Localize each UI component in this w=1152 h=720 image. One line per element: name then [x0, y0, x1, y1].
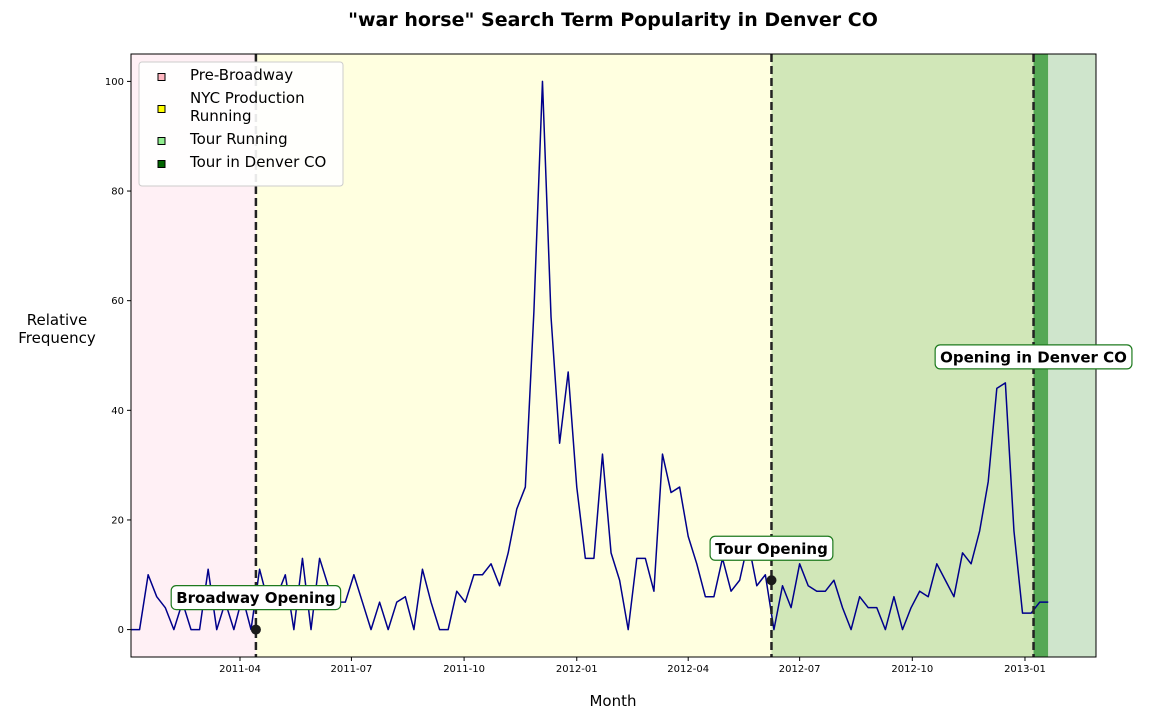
legend-label-1: NYC Production Running [190, 89, 305, 125]
chart-title: "war horse" Search Term Popularity in De… [348, 9, 878, 31]
series-layer [131, 80, 1049, 631]
y-axis-ticks: 0 20 40 60 80 100 [105, 77, 131, 636]
annotation-1: Tour Opening [709, 535, 834, 561]
legend-label-3: Tour in Denver CO [189, 153, 326, 171]
annotation-text: Tour Opening [715, 540, 828, 558]
legend-label-2: Tour Running [189, 130, 288, 148]
annotation-box [170, 584, 342, 611]
x-tick-label: 2012-10 [891, 664, 933, 675]
y-tick-label: 60 [111, 296, 124, 307]
event-marker-1 [766, 575, 777, 586]
x-tick-label: 2012-07 [779, 664, 821, 675]
x-tick-label: 2012-04 [667, 664, 709, 675]
annotations: Broadway Opening Tour Opening Opening in D… [170, 344, 1133, 611]
y-tick-label: 100 [105, 77, 124, 88]
legend: Pre-Broadway NYC Production Running Tour Ru… [138, 61, 344, 187]
x-tick-label: 2011-07 [331, 664, 373, 675]
annotation-0: Broadway Opening [170, 584, 342, 611]
x-tick-label: 2013-01 [1004, 664, 1046, 675]
x-axis-ticks: 2011-04 2011-07 2011-10 2012-01 2012-04 2012-… [219, 657, 1046, 675]
y-tick-label: 40 [111, 406, 124, 417]
legend-box [138, 61, 344, 187]
legend-swatch-3 [157, 160, 166, 168]
y-axis-label: Relative Frequency [18, 311, 96, 347]
annotation-box [934, 344, 1133, 370]
x-tick-label: 2012-01 [556, 664, 598, 675]
annotation-2: Opening in Denver CO [934, 344, 1133, 370]
x-axis-label: Month [589, 692, 636, 710]
legend-label-0: Pre-Broadway [190, 66, 293, 84]
annotation-box [709, 535, 834, 561]
legend-swatch-0 [157, 73, 166, 81]
x-tick-label: 2011-10 [443, 664, 485, 675]
y-tick-label: 80 [111, 187, 124, 198]
annotation-text: Broadway Opening [176, 589, 335, 607]
y-tick-label: 0 [118, 625, 124, 636]
event-marker-0 [250, 624, 261, 635]
y-tick-label: 20 [111, 515, 124, 526]
series-line-0 [131, 80, 1049, 631]
legend-swatch-2 [157, 137, 166, 145]
annotation-text: Opening in Denver CO [940, 348, 1127, 366]
x-tick-label: 2011-04 [219, 664, 261, 675]
event-markers [250, 575, 777, 635]
legend-swatch-1 [157, 105, 166, 113]
